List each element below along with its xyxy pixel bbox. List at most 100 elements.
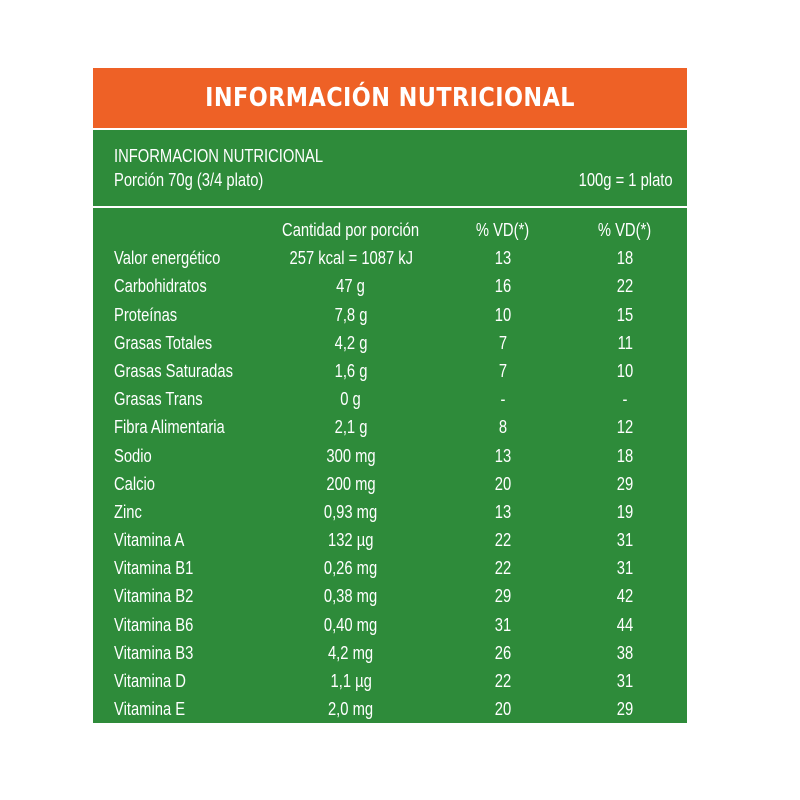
nutrient-quantity: 0 g <box>340 389 362 410</box>
header-line: INFORMACION NUTRICIONAL <box>114 145 369 167</box>
nutrient-vd-portion: 29 <box>494 586 512 607</box>
table-row: Proteínas 7,8 g 10 15 <box>93 301 687 329</box>
nutrient-quantity: 0,40 mg <box>324 614 378 635</box>
table-row: Valor energético 257 kcal = 1087 kJ 13 18 <box>93 244 687 272</box>
nutrient-vd-portion: 22 <box>494 558 512 579</box>
nutrient-vd-100g: 22 <box>616 276 634 297</box>
divider-top <box>93 128 687 130</box>
equivalence-line: 100g = 1 plato <box>558 169 673 191</box>
nutrition-panel: INFORMACIÓN NUTRICIONAL INFORMACION NUTR… <box>93 68 687 723</box>
table-header-row: Cantidad por porción % VD(*) % VD(*) <box>93 216 687 244</box>
nutrient-quantity: 0,26 mg <box>324 558 378 579</box>
nutrient-quantity: 2,1 g <box>334 417 368 438</box>
nutrient-name: Vitamina A <box>114 530 185 551</box>
nutrient-vd-portion: 13 <box>494 445 512 466</box>
nutrient-vd-portion: 7 <box>498 360 508 381</box>
nutrient-quantity: 47 g <box>336 276 366 297</box>
nutrient-vd-100g: 29 <box>616 699 634 720</box>
table-row: Grasas Totales 4,2 g 7 11 <box>93 329 687 357</box>
nutrient-vd-100g: 11 <box>617 332 633 353</box>
equivalence-text: 100g = 1 plato <box>579 170 673 190</box>
nutrient-vd-portion: 20 <box>494 473 512 494</box>
nutrient-vd-100g: 18 <box>616 445 634 466</box>
table-row: Vitamina B3 4,2 mg 26 38 <box>93 639 687 667</box>
table-row: Carbohidratos 47 g 16 22 <box>93 272 687 300</box>
nutrient-vd-portion: 22 <box>494 671 512 691</box>
nutrient-quantity: 2,0 mg <box>328 699 374 720</box>
nutrition-table: Cantidad por porción % VD(*) % VD(*) Val… <box>93 216 687 723</box>
table-row: Zinc 0,93 mg 13 19 <box>93 498 687 526</box>
nutrient-name: Vitamina B6 <box>114 614 194 635</box>
nutrient-vd-portion: 31 <box>494 614 512 635</box>
nutrient-vd-100g: 44 <box>616 614 634 635</box>
nutrient-vd-portion: 20 <box>494 699 512 720</box>
nutrient-vd-100g: 12 <box>616 417 634 438</box>
header-title: INFORMACION NUTRICIONAL <box>114 146 324 166</box>
table-row: Grasas Trans 0 g - - <box>93 385 687 413</box>
nutrient-name: Vitamina D <box>114 671 186 691</box>
nutrient-vd-portion: - <box>500 389 506 410</box>
table-row: Vitamina D 1,1 µg 22 31 <box>93 667 687 695</box>
nutrient-vd-100g: 18 <box>616 248 634 269</box>
table-row: Fibra Alimentaria 2,1 g 8 12 <box>93 413 687 441</box>
column-header-vd-portion: % VD(*) <box>476 220 530 240</box>
nutrient-name: Vitamina B3 <box>114 642 194 663</box>
nutrient-vd-portion: 10 <box>494 304 512 325</box>
nutrient-name: Vitamina B1 <box>114 558 194 579</box>
nutrient-vd-portion: 26 <box>494 642 512 663</box>
nutrient-vd-portion: 22 <box>494 530 512 551</box>
nutrient-vd-100g: - <box>622 389 628 410</box>
nutrient-name: Vitamina E <box>114 699 186 720</box>
nutrient-vd-100g: 38 <box>616 642 634 663</box>
nutrient-vd-100g: 31 <box>616 530 634 551</box>
nutrient-name: Grasas Saturadas <box>114 360 233 381</box>
nutrient-name: Carbohidratos <box>114 276 207 297</box>
nutrient-vd-portion: 13 <box>494 501 512 522</box>
nutrient-name: Vitamina B2 <box>114 586 194 607</box>
nutrient-quantity: 200 mg <box>326 473 376 494</box>
nutrient-vd-portion: 7 <box>498 332 508 353</box>
nutrient-name: Grasas Totales <box>114 332 213 353</box>
nutrient-name: Sodio <box>114 445 152 466</box>
table-row: Sodio 300 mg 13 18 <box>93 442 687 470</box>
nutrient-quantity: 0,93 mg <box>324 501 378 522</box>
table-row: Vitamina B2 0,38 mg 29 42 <box>93 582 687 610</box>
table-row: Vitamina A 132 µg 22 31 <box>93 526 687 554</box>
column-header-vd-100g: % VD(*) <box>598 220 652 240</box>
divider-header <box>93 206 687 208</box>
nutrient-vd-100g: 31 <box>616 671 634 691</box>
nutrient-name: Grasas Trans <box>114 389 203 410</box>
nutrient-quantity: 7,8 g <box>334 304 368 325</box>
nutrient-vd-100g: 31 <box>616 558 634 579</box>
nutrient-vd-100g: 42 <box>616 586 634 607</box>
nutrient-name: Proteínas <box>114 304 178 325</box>
nutrient-quantity: 257 kcal = 1087 kJ <box>289 248 413 269</box>
column-header-nutrient <box>114 216 264 244</box>
nutrient-quantity: 4,2 g <box>334 332 368 353</box>
panel-title: INFORMACIÓN NUTRICIONAL <box>205 83 575 113</box>
nutrient-name: Calcio <box>114 473 156 494</box>
nutrient-vd-portion: 8 <box>498 417 508 438</box>
nutrient-vd-portion: 16 <box>494 276 512 297</box>
title-bar: INFORMACIÓN NUTRICIONAL <box>93 68 687 128</box>
nutrient-vd-portion: 13 <box>494 248 512 269</box>
nutrient-quantity: 0,38 mg <box>324 586 378 607</box>
portion-line: Porción 70g (3/4 plato) <box>114 169 296 191</box>
nutrient-quantity: 300 mg <box>326 445 376 466</box>
column-header-quantity: Cantidad por porción <box>282 220 420 240</box>
table-row: Grasas Saturadas 1,6 g 7 10 <box>93 357 687 385</box>
portion-text: Porción 70g (3/4 plato) <box>114 170 264 190</box>
table-row: Vitamina B6 0,40 mg 31 44 <box>93 611 687 639</box>
table-row: Calcio 200 mg 20 29 <box>93 470 687 498</box>
nutrient-vd-100g: 19 <box>616 501 634 522</box>
table-row: Vitamina E 2,0 mg 20 29 <box>93 695 687 723</box>
nutrient-vd-100g: 15 <box>616 304 634 325</box>
nutrient-quantity: 1,1 µg <box>330 671 372 691</box>
nutrient-quantity: 132 µg <box>328 530 374 551</box>
nutrient-vd-100g: 29 <box>616 473 634 494</box>
nutrient-quantity: 1,6 g <box>334 360 368 381</box>
table-row: Vitamina B1 0,26 mg 22 31 <box>93 554 687 582</box>
nutrient-vd-100g: 10 <box>616 360 634 381</box>
nutrient-name: Zinc <box>114 501 142 522</box>
nutrient-quantity: 4,2 mg <box>328 642 374 663</box>
